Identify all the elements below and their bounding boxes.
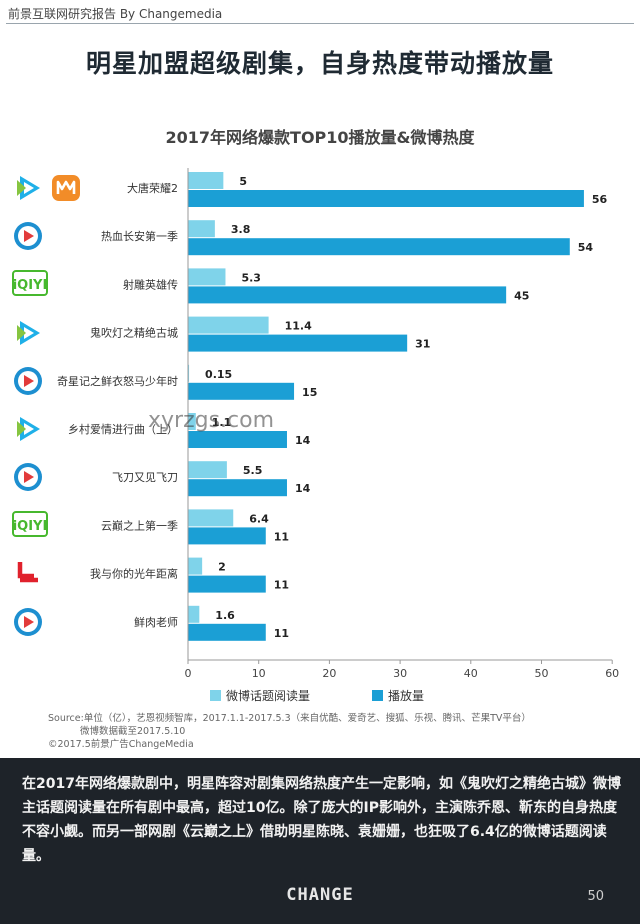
report-header-text: 前景互联网研究报告 By Changemedia [8, 7, 223, 21]
weibo-bar [188, 461, 227, 479]
play-value-label: 54 [578, 241, 594, 254]
weibo-bar [188, 316, 269, 334]
summary-text: 在2017年网络爆款剧中，明星阵容对剧集网络热度产生一定影响，如《鬼吹灯之精绝古… [22, 776, 621, 864]
play-value-label: 31 [415, 338, 430, 351]
source-note-line: ©2017.5前景广告ChangeMedia [48, 739, 194, 750]
x-tick-label: 20 [322, 667, 336, 680]
tencent-video-icon [12, 413, 44, 449]
play-value-label: 14 [295, 482, 311, 495]
tencent-video-icon [12, 317, 44, 353]
category-label: 奇星记之鲜衣怒马少年时 [57, 374, 178, 388]
source-note-line: Source:单位（亿），艺恩视频智库，2017.1.1-2017.5.3（来自… [48, 713, 531, 724]
weibo-value-label: 5.3 [241, 271, 261, 284]
weibo-value-label: 5 [239, 175, 247, 188]
source-notes: Source:单位（亿），艺恩视频智库，2017.1.1-2017.5.3（来自… [48, 712, 531, 751]
legend-swatch-weibo [210, 690, 221, 701]
play-value-label: 56 [592, 193, 608, 206]
play-value-label: 11 [274, 530, 289, 543]
play-value-label: 14 [295, 434, 311, 447]
weibo-value-label: 0.15 [205, 368, 232, 381]
youku-icon [12, 365, 44, 401]
weibo-value-label: 5.5 [243, 464, 263, 477]
play-value-label: 45 [514, 289, 529, 302]
category-label: 射雕英雄传 [123, 277, 178, 291]
weibo-bar [188, 268, 226, 286]
x-tick-label: 60 [605, 667, 619, 680]
mango-tv-icon [50, 172, 82, 208]
report-header: 前景互联网研究报告 By Changemedia [0, 0, 640, 26]
bar-chart: 大唐荣耀2 5 56 热血长安第一季 3.8 54 射雕英雄传 5.3 45 鬼吹灯之精绝古城 11… [57, 168, 619, 703]
weibo-value-label: 1.1 [212, 416, 232, 429]
header-divider [6, 23, 634, 24]
weibo-value-label: 6.4 [249, 512, 269, 525]
weibo-value-label: 3.8 [231, 223, 251, 236]
svg-text:iQIYI: iQIYI [13, 278, 48, 293]
weibo-bar [188, 605, 200, 623]
weibo-value-label: 1.6 [215, 609, 235, 622]
category-label: 云巅之上第一季 [101, 518, 178, 532]
iqiyi-icon: iQIYI [12, 509, 48, 543]
play-bar [188, 190, 584, 207]
category-label: 飞刀又见飞刀 [112, 471, 178, 484]
brand-logo: CHANGE [286, 885, 354, 905]
chart-title: 2017年网络爆款TOP10播放量&微博热度 [165, 128, 475, 147]
category-label: 鲜肉老师 [134, 615, 178, 629]
weibo-bar [188, 364, 190, 382]
weibo-bar [188, 172, 224, 189]
play-bar [188, 238, 570, 256]
youku-icon [12, 606, 44, 642]
category-label: 我与你的光年距离 [90, 567, 178, 581]
weibo-bar [188, 557, 203, 575]
legend-label-play: 播放量 [388, 688, 424, 703]
play-bar [188, 623, 266, 641]
weibo-bar [188, 220, 215, 238]
watermark: xyrzgs.com [148, 408, 275, 433]
letv-icon [12, 558, 44, 594]
weibo-bar [188, 509, 234, 527]
svg-text:iQIYI: iQIYI [13, 519, 48, 534]
x-tick-label: 30 [393, 667, 407, 680]
play-bar [188, 382, 295, 400]
weibo-value-label: 11.4 [285, 320, 312, 333]
page-headline: 明星加盟超级剧集，自身热度带动播放量 [85, 49, 554, 78]
play-bar [188, 479, 287, 497]
x-tick-label: 0 [185, 667, 192, 680]
play-value-label: 11 [274, 627, 289, 640]
x-tick-label: 50 [535, 667, 549, 680]
iqiyi-icon: iQIYI [12, 268, 48, 302]
play-bar [188, 575, 266, 593]
youku-icon [12, 461, 44, 497]
page-number: 50 [587, 889, 604, 904]
weibo-bar [188, 413, 196, 430]
category-label: 鬼吹灯之精绝古城 [90, 326, 178, 340]
play-bar [188, 527, 266, 545]
play-value-label: 15 [302, 386, 317, 399]
play-bar [188, 431, 287, 448]
legend-label-weibo: 微博话题阅读量 [226, 688, 310, 703]
source-note-line: 微博数据截至2017.5.10 [80, 726, 186, 737]
category-label: 大唐荣耀2 [127, 181, 178, 195]
youku-icon [12, 220, 44, 256]
category-label: 乡村爱情进行曲（上） [68, 422, 178, 436]
play-bar [188, 286, 507, 304]
weibo-value-label: 2 [218, 561, 226, 574]
x-tick-label: 10 [252, 667, 266, 680]
x-tick-label: 40 [464, 667, 478, 680]
play-bar [188, 334, 408, 352]
category-label: 热血长安第一季 [101, 229, 178, 243]
summary-footer: 在2017年网络爆款剧中，明星阵容对剧集网络热度产生一定影响，如《鬼吹灯之精绝古… [0, 758, 640, 924]
play-value-label: 11 [274, 579, 289, 592]
legend-swatch-play [372, 690, 383, 701]
tencent-video-icon [12, 172, 44, 208]
